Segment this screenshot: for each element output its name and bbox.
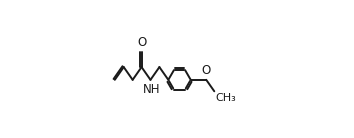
Text: CH₃: CH₃ (216, 93, 236, 103)
Text: O: O (137, 36, 146, 49)
Text: NH: NH (142, 83, 160, 96)
Text: O: O (202, 64, 211, 77)
